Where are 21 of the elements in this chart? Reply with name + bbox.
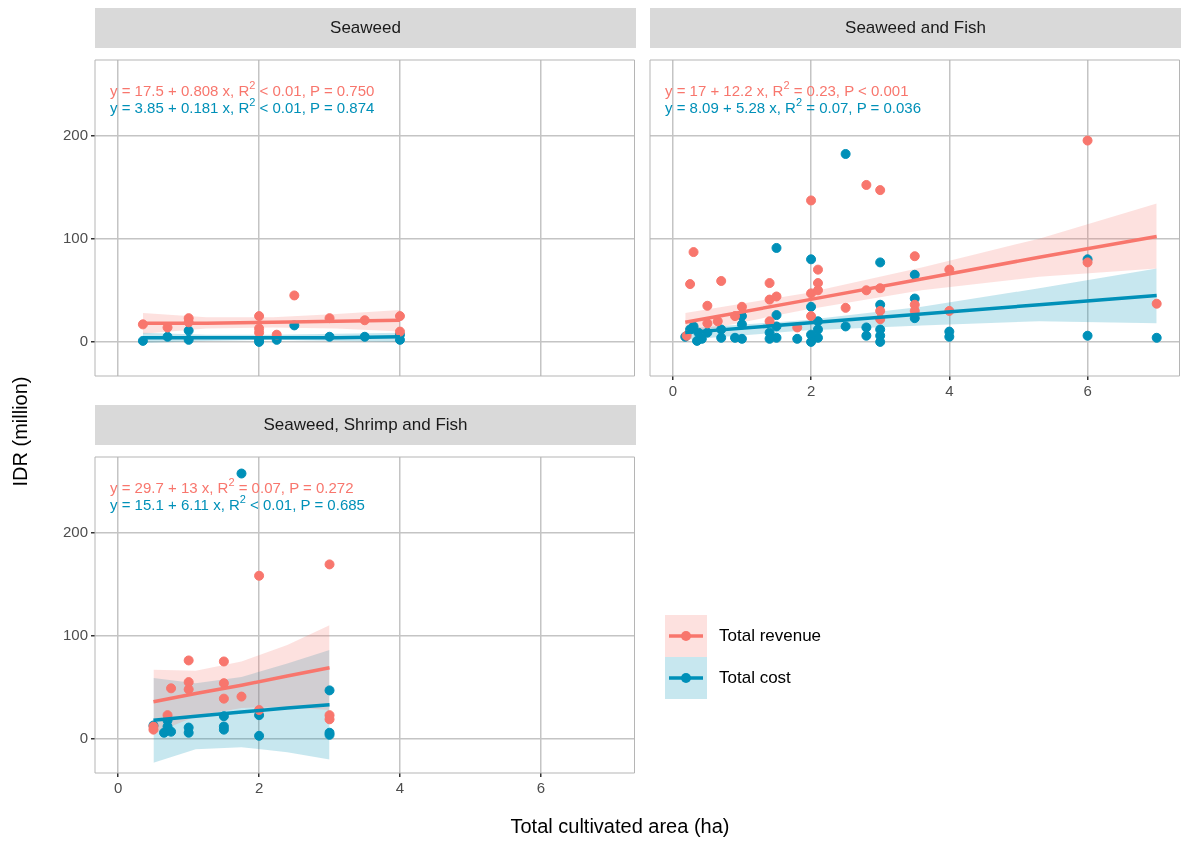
x-tick-label: 6 bbox=[1083, 382, 1092, 400]
x-tick-label: 0 bbox=[668, 382, 677, 400]
y-axis-title: IDR (million) bbox=[8, 375, 32, 489]
y-tick-label: 200 bbox=[62, 522, 88, 540]
y-tick-label: 0 bbox=[79, 332, 88, 350]
x-axis-title: Total cultivated area (ha) bbox=[509, 815, 731, 838]
x-tick-label: 4 bbox=[945, 382, 954, 400]
chart-title: Seaweed and Fish bbox=[650, 8, 1181, 48]
chart-title: Seaweed, Shrimp and Fish bbox=[95, 405, 636, 445]
y-tick-label: 200 bbox=[62, 125, 88, 143]
x-tick-label: 6 bbox=[536, 779, 545, 797]
x-tick-label: 0 bbox=[114, 779, 123, 797]
y-tick-label: 0 bbox=[79, 729, 88, 747]
x-tick-label: 4 bbox=[395, 779, 405, 797]
y-tick-label: 100 bbox=[62, 228, 88, 246]
legend-label: Total cost bbox=[719, 668, 791, 688]
x-tick-label: 2 bbox=[254, 779, 264, 797]
y-tick-label: 100 bbox=[62, 625, 88, 643]
legend-label: Total revenue bbox=[719, 626, 822, 646]
chart-title: Seaweed bbox=[95, 8, 636, 48]
x-tick-label: 2 bbox=[806, 382, 816, 400]
